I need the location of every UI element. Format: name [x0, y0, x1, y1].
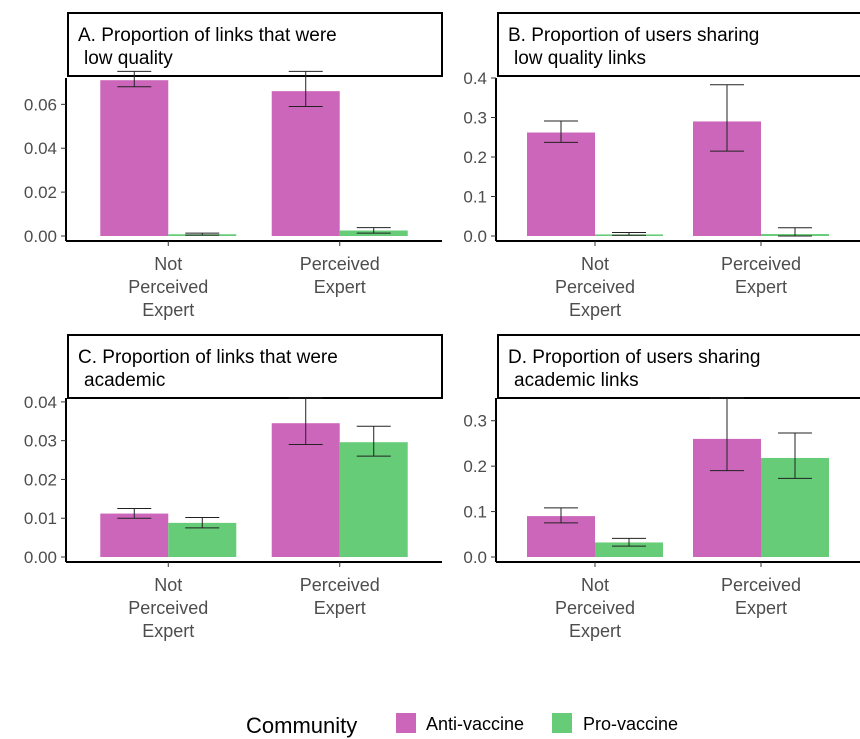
x-category-label: Perceived [721, 254, 801, 274]
panel-title-line: A. Proportion of links that were [78, 25, 337, 46]
x-category-label: Expert [314, 277, 366, 297]
x-category-label: Expert [142, 300, 194, 320]
x-category-label: Expert [314, 598, 366, 618]
y-tick-label: 0.1 [463, 503, 487, 522]
y-tick-label: 0.00 [24, 227, 57, 246]
y-tick-label: 0.04 [24, 139, 57, 158]
x-category-label: Expert [142, 621, 194, 641]
legend-label: Anti-vaccine [426, 714, 524, 734]
y-tick-label: 0.0 [463, 548, 487, 567]
panel-title-line: D. Proportion of users sharing [508, 347, 760, 368]
y-tick-label: 0.04 [24, 393, 57, 412]
panel-title-line: academic [84, 370, 165, 391]
y-tick-label: 0.3 [463, 412, 487, 431]
anti-vaccine-bar [100, 80, 169, 236]
x-category-label: Perceived [721, 575, 801, 595]
legend-title: Community [246, 713, 357, 738]
legend: Community Anti-vaccine Pro-vaccine [246, 713, 678, 738]
y-tick-label: 0.4 [463, 69, 487, 88]
panel-title-line: low quality [84, 48, 173, 69]
x-category-label: Not [154, 254, 182, 274]
anti-vaccine-bar [271, 423, 340, 557]
y-tick-label: 0.02 [24, 470, 57, 489]
panel-title-box [497, 334, 860, 399]
panel-title-line: B. Proportion of users sharing [508, 25, 759, 46]
anti-vaccine-bar [527, 132, 596, 236]
panel-title-box [497, 12, 860, 77]
panel-c: C. Proportion of links that wereacademic… [24, 334, 443, 641]
y-tick-label: 0.00 [24, 548, 57, 567]
panel-title-line: C. Proportion of links that were [78, 347, 338, 368]
y-tick-label: 0.01 [24, 509, 57, 528]
panel-title-line: low quality links [514, 48, 646, 69]
y-tick-label: 0.03 [24, 432, 57, 451]
x-category-label: Expert [569, 621, 621, 641]
legend-swatch [396, 713, 416, 733]
x-category-label: Not [154, 575, 182, 595]
panel-title-box [67, 334, 443, 399]
panel-title-box [67, 12, 443, 77]
x-category-label: Perceived [300, 254, 380, 274]
y-tick-label: 0.2 [463, 457, 487, 476]
x-category-label: Perceived [300, 575, 380, 595]
y-tick-label: 0.0 [463, 227, 487, 246]
x-category-label: Perceived [555, 598, 635, 618]
y-tick-label: 0.3 [463, 109, 487, 128]
x-category-label: Expert [735, 277, 787, 297]
panel-title-line: academic links [514, 370, 639, 391]
anti-vaccine-bar [271, 91, 340, 237]
x-category-label: Perceived [128, 277, 208, 297]
anti-vaccine-bar [100, 513, 169, 557]
y-tick-label: 0.02 [24, 183, 57, 202]
y-tick-label: 0.06 [24, 95, 57, 114]
x-category-label: Perceived [555, 277, 635, 297]
pro-vaccine-bar [339, 442, 408, 557]
legend-swatch [552, 713, 572, 733]
y-tick-label: 0.1 [463, 188, 487, 207]
x-category-label: Expert [569, 300, 621, 320]
x-category-label: Perceived [128, 598, 208, 618]
x-category-label: Not [581, 254, 609, 274]
y-tick-label: 0.2 [463, 148, 487, 167]
x-category-label: Expert [735, 598, 787, 618]
x-category-label: Not [581, 575, 609, 595]
legend-label: Pro-vaccine [583, 714, 678, 734]
pro-vaccine-bar [168, 522, 237, 557]
